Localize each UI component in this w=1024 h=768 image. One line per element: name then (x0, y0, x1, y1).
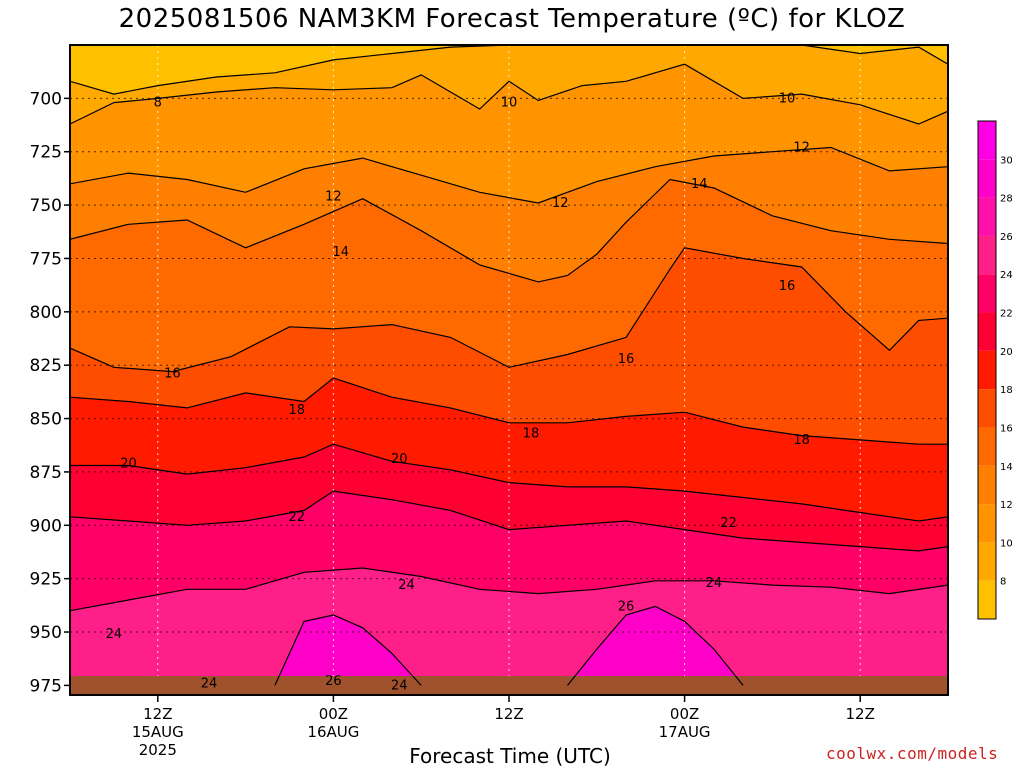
x-tick-label: 00Z (670, 705, 699, 723)
colorbar-swatch (978, 580, 996, 619)
y-tick-label: 975 (30, 676, 62, 696)
contour-20 (70, 443, 948, 522)
x-tick-label: 2025 (139, 741, 177, 759)
contour-label-12: 12 (793, 140, 810, 155)
contour-label-10: 10 (779, 91, 796, 106)
colorbar-label: 16 (1000, 423, 1013, 434)
x-tick-label: 17AUG (659, 723, 711, 741)
y-tick-label: 900 (30, 516, 62, 536)
colorbar-label: 26 (1000, 232, 1013, 243)
colorbar-swatch (978, 504, 996, 543)
colorbar-label: 20 (1000, 347, 1013, 358)
contour-26 (274, 614, 422, 686)
colorbar-label: 22 (1000, 309, 1013, 320)
contour-label-16: 16 (779, 279, 796, 294)
contour-16 (70, 247, 948, 373)
y-tick-label: 925 (30, 570, 62, 590)
contour-label-22: 22 (289, 510, 306, 525)
contour-label-18: 18 (793, 433, 810, 448)
contour-label-20: 20 (120, 456, 137, 471)
colorbar-swatch (978, 121, 996, 160)
contour-label-16: 16 (164, 367, 181, 382)
colorbar-swatch (978, 197, 996, 236)
colorbar-swatch (978, 159, 996, 198)
x-tick-label: 12Z (143, 705, 172, 723)
y-tick-label: 950 (30, 623, 62, 643)
contour-label-24: 24 (201, 676, 218, 691)
colorbar-swatch (978, 235, 996, 275)
source-credit[interactable]: coolwx.com/models (826, 744, 999, 763)
x-tick-label: 12Z (494, 705, 523, 723)
contour-label-12: 12 (325, 190, 342, 205)
x-tick-label: 16AUG (307, 723, 359, 741)
colorbar-label: 8 (1000, 577, 1006, 588)
warm-pocket-26-2 (567, 606, 744, 686)
contour-label-20: 20 (391, 452, 408, 467)
colorbar-swatch (978, 312, 996, 351)
colorbar-swatch (978, 389, 996, 428)
colorbar-swatch (978, 350, 996, 390)
y-tick-label: 825 (30, 356, 62, 376)
contour-10 (70, 63, 948, 125)
chart-title: 2025081506 NAM3KM Forecast Temperature (… (118, 4, 906, 34)
y-tick-label: 850 (30, 410, 62, 430)
x-axis-title: Forecast Time (UTC) (409, 744, 611, 768)
contour-14 (70, 178, 948, 283)
contour-label-14: 14 (332, 245, 349, 260)
contour-label-16: 16 (618, 352, 635, 367)
x-tick-label: 12Z (846, 705, 875, 723)
contour-label-18: 18 (523, 427, 540, 442)
colorbar-label: 28 (1000, 194, 1013, 205)
contour-label-24: 24 (706, 576, 723, 591)
y-tick-label: 800 (30, 303, 62, 323)
colorbar-label: 10 (1000, 538, 1013, 549)
x-tick-label: 00Z (319, 705, 348, 723)
colorbar-label: 14 (1000, 462, 1013, 473)
colorbar-swatch (978, 542, 996, 581)
colorbar-label: 18 (1000, 385, 1013, 396)
colorbar-swatch (978, 427, 996, 466)
contour-24 (70, 567, 948, 612)
contour-18 (70, 377, 948, 445)
y-tick-label: 700 (30, 89, 62, 109)
colorbar-label: 24 (1000, 270, 1013, 281)
contour-label-22: 22 (720, 516, 737, 531)
contour-label-12: 12 (552, 196, 569, 211)
contour-label-14: 14 (691, 177, 708, 192)
x-tick-label: 15AUG (132, 723, 184, 741)
warm-pocket-26-1 (274, 615, 422, 686)
colorbar-label: 30 (1000, 155, 1013, 166)
contour-label-8: 8 (154, 96, 162, 111)
contour-label-26: 26 (325, 674, 342, 689)
colorbar-swatch (978, 465, 996, 505)
ground-surface (70, 676, 948, 695)
contour-8 (70, 45, 948, 95)
contour-label-18: 18 (289, 403, 306, 418)
contour-label-24: 24 (398, 578, 415, 593)
colorbar-swatch (978, 274, 996, 313)
contour-12 (70, 146, 948, 204)
contour-label-24: 24 (106, 627, 123, 642)
contour-22 (70, 490, 948, 552)
colorbar-frame (977, 120, 997, 620)
contour-label-10: 10 (501, 96, 518, 111)
y-tick-label: 725 (30, 143, 62, 163)
y-tick-label: 875 (30, 463, 62, 483)
y-tick-label: 775 (30, 249, 62, 269)
contour-label-24: 24 (391, 678, 408, 693)
y-tick-label: 750 (30, 196, 62, 216)
contour-26 (567, 605, 744, 686)
colorbar-label: 12 (1000, 500, 1013, 511)
contour-label-26: 26 (618, 599, 635, 614)
